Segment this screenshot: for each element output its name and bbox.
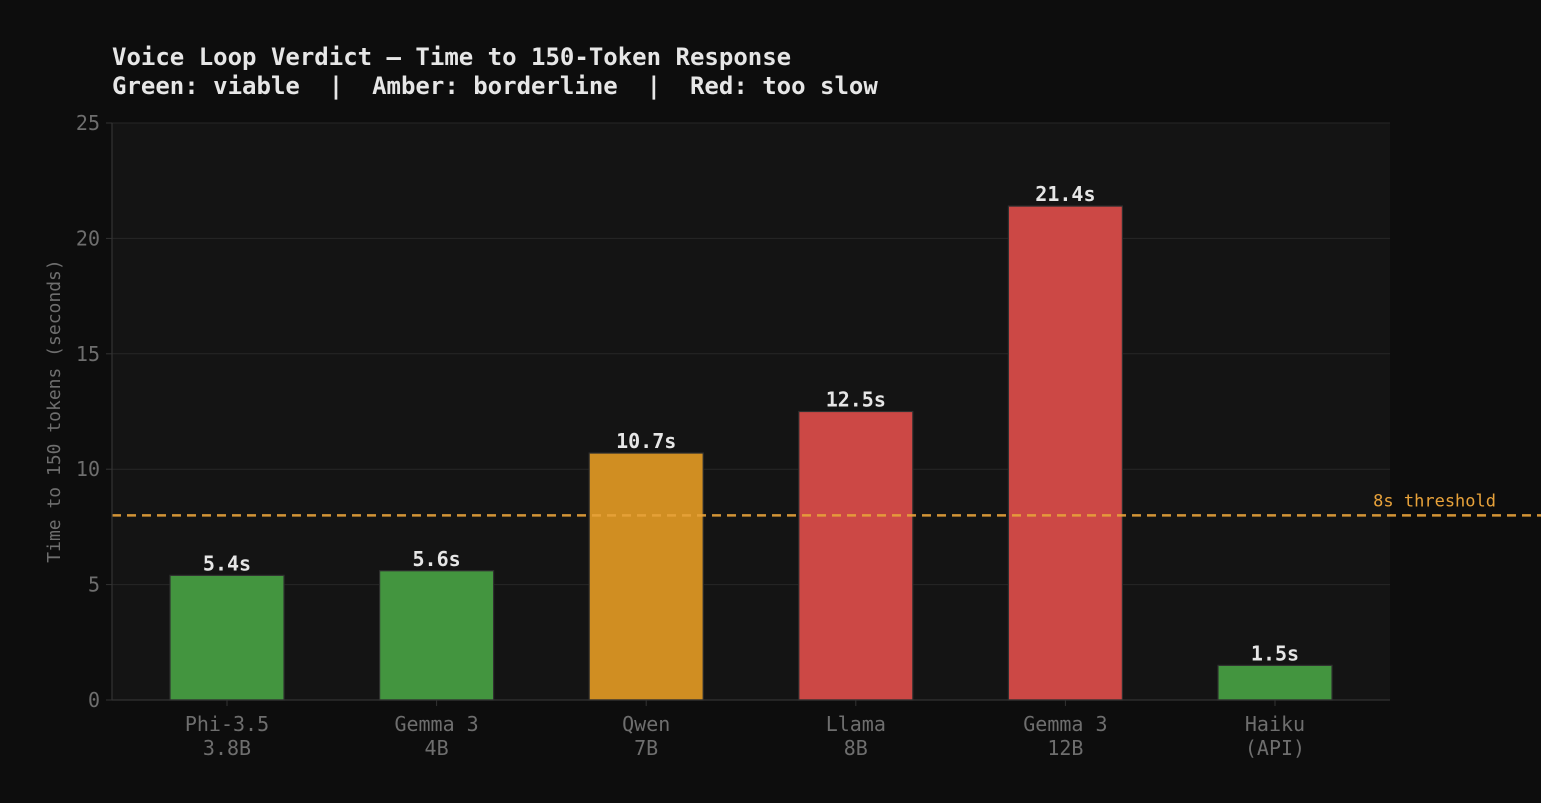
bar [1217, 664, 1333, 701]
bar [379, 570, 495, 701]
x-tick-label: 4B [425, 736, 449, 760]
bars [169, 205, 1333, 701]
value-label: 5.4s [203, 551, 251, 575]
x-tick-label: Gemma 3 [1023, 712, 1107, 736]
y-tick-label: 5 [88, 573, 100, 597]
x-tick-label: 3.8B [203, 736, 251, 760]
chart-subtitle: Green: viable | Amber: borderline | Red:… [112, 72, 878, 100]
bar [798, 410, 914, 701]
x-tick-label: (API) [1245, 736, 1305, 760]
value-label: 5.6s [413, 547, 461, 571]
threshold-label: 8s threshold [1373, 491, 1496, 511]
y-tick-label: 20 [76, 226, 100, 250]
value-label: 1.5s [1251, 641, 1299, 665]
value-label: 12.5s [826, 388, 886, 412]
bar [169, 574, 285, 701]
x-tick-label: Gemma 3 [394, 712, 478, 736]
x-tick-label: Llama [826, 712, 886, 736]
bar [1007, 205, 1124, 701]
x-tick-label: 12B [1047, 736, 1083, 760]
x-tick-label: Phi-3.5 [185, 712, 269, 736]
y-tick-label: 25 [76, 111, 100, 135]
x-tick-label: Haiku [1245, 712, 1305, 736]
value-label: 21.4s [1035, 182, 1095, 206]
plot-area [112, 123, 1390, 700]
x-tick-label: 7B [634, 736, 658, 760]
value-label: 10.7s [616, 429, 676, 453]
x-tick-label: 8B [844, 736, 868, 760]
axes [106, 122, 1390, 706]
y-axis-label: Time to 150 tokens (seconds) [44, 259, 65, 562]
chart-title: Voice Loop Verdict — Time to 150-Token R… [112, 43, 791, 71]
y-tick-label: 10 [76, 457, 100, 481]
y-tick-label: 0 [88, 688, 100, 712]
y-tick-label: 15 [76, 342, 100, 366]
x-tick-label: Qwen [622, 712, 670, 736]
bar [588, 452, 704, 701]
